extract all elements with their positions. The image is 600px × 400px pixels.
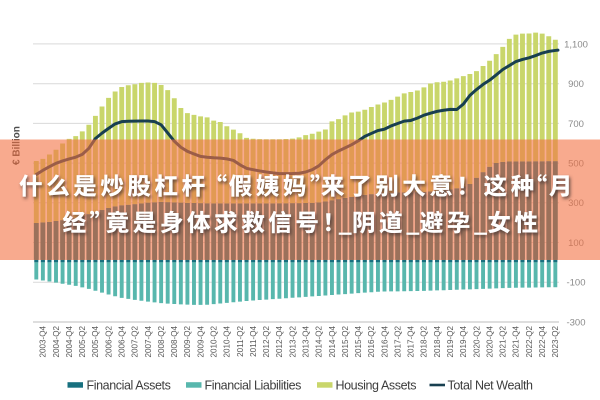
svg-text:2005-Q2: 2005-Q2 bbox=[78, 326, 87, 358]
svg-text:2016-Q4: 2016-Q4 bbox=[380, 326, 389, 358]
svg-text:2022-Q4: 2022-Q4 bbox=[538, 326, 547, 358]
svg-text:2004-Q2: 2004-Q2 bbox=[52, 326, 61, 358]
svg-text:2021-Q2: 2021-Q2 bbox=[499, 326, 508, 358]
svg-text:2009-Q2: 2009-Q2 bbox=[183, 326, 192, 358]
svg-text:900: 900 bbox=[568, 79, 584, 90]
svg-text:Financial Assets: Financial Assets bbox=[87, 379, 171, 393]
svg-text:2008-Q4: 2008-Q4 bbox=[170, 326, 179, 358]
svg-text:2015-Q2: 2015-Q2 bbox=[341, 326, 350, 358]
svg-text:2011-Q4: 2011-Q4 bbox=[249, 326, 258, 357]
svg-text:2008-Q2: 2008-Q2 bbox=[157, 326, 166, 358]
svg-text:2016-Q2: 2016-Q2 bbox=[367, 326, 376, 358]
svg-text:2014-Q2: 2014-Q2 bbox=[315, 326, 324, 358]
svg-text:2019-Q4: 2019-Q4 bbox=[459, 326, 468, 358]
svg-text:2009-Q4: 2009-Q4 bbox=[196, 326, 205, 358]
svg-text:700: 700 bbox=[568, 119, 584, 130]
svg-text:-100: -100 bbox=[566, 278, 585, 289]
svg-text:2021-Q4: 2021-Q4 bbox=[512, 326, 521, 358]
svg-text:2004-Q4: 2004-Q4 bbox=[65, 326, 74, 358]
svg-text:2020-Q2: 2020-Q2 bbox=[472, 326, 481, 358]
svg-text:2006-Q4: 2006-Q4 bbox=[118, 326, 127, 358]
svg-text:2010-Q4: 2010-Q4 bbox=[223, 326, 232, 358]
svg-text:Financial Liabilities: Financial Liabilities bbox=[205, 379, 302, 393]
svg-text:2017-Q4: 2017-Q4 bbox=[407, 326, 416, 358]
svg-text:2013-Q2: 2013-Q2 bbox=[288, 326, 297, 358]
svg-text:2022-Q2: 2022-Q2 bbox=[525, 326, 534, 358]
svg-text:2017-Q2: 2017-Q2 bbox=[393, 326, 402, 358]
svg-text:2010-Q2: 2010-Q2 bbox=[209, 326, 218, 358]
svg-text:2013-Q4: 2013-Q4 bbox=[301, 326, 310, 358]
svg-text:2007-Q2: 2007-Q2 bbox=[131, 326, 140, 358]
svg-text:2020-Q4: 2020-Q4 bbox=[485, 326, 494, 358]
svg-text:2014-Q4: 2014-Q4 bbox=[328, 326, 337, 358]
svg-text:-300: -300 bbox=[566, 317, 585, 328]
svg-text:1,100: 1,100 bbox=[564, 39, 588, 50]
svg-text:2006-Q2: 2006-Q2 bbox=[104, 326, 113, 358]
svg-text:2012-Q4: 2012-Q4 bbox=[275, 326, 284, 358]
svg-text:Housing Assets: Housing Assets bbox=[336, 379, 417, 393]
svg-text:2023-Q2: 2023-Q2 bbox=[551, 326, 560, 358]
svg-text:2011-Q2: 2011-Q2 bbox=[236, 326, 245, 357]
svg-text:2018-Q2: 2018-Q2 bbox=[420, 326, 429, 358]
svg-text:2019-Q2: 2019-Q2 bbox=[446, 326, 455, 358]
svg-text:2015-Q4: 2015-Q4 bbox=[354, 326, 363, 358]
svg-text:Total Net Wealth: Total Net Wealth bbox=[448, 379, 534, 393]
svg-text:2007-Q4: 2007-Q4 bbox=[144, 326, 153, 358]
svg-text:2012-Q2: 2012-Q2 bbox=[262, 326, 271, 358]
svg-text:2003-Q4: 2003-Q4 bbox=[39, 326, 48, 358]
svg-text:2005-Q4: 2005-Q4 bbox=[91, 326, 100, 358]
svg-text:2018-Q4: 2018-Q4 bbox=[433, 326, 442, 358]
